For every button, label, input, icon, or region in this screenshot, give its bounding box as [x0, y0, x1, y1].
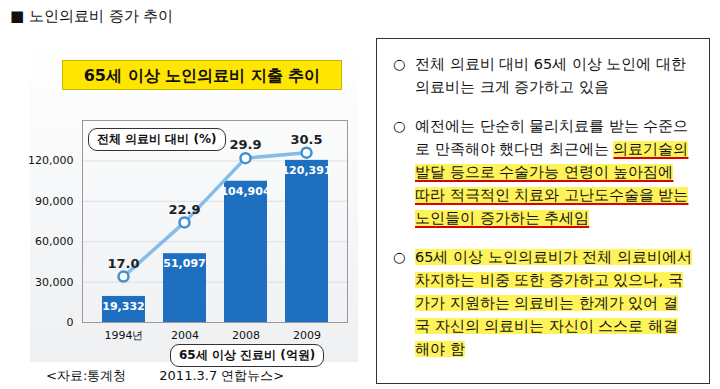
svg-text:60,000: 60,000 [35, 235, 74, 248]
svg-text:120,391: 120,391 [281, 164, 331, 177]
svg-text:2009: 2009 [293, 329, 321, 342]
svg-text:17.0: 17.0 [107, 256, 139, 271]
svg-text:90,000: 90,000 [35, 195, 74, 208]
html-text:예전에는 단순히 물리치료를 받는 수준으로 만족해야 했다: 예전에는 단순히 물리치료를 받는 수준으로 만족해야 했다면 최근에는의료기술… [415, 118, 689, 226]
html-text:전체 의료비 대비 65세 이상 노인에 대한 의료비는 크: 전체 의료비 대비 65세 이상 노인에 대한 의료비는 크게 증가하고 있음 [415, 56, 687, 95]
html-text:<자료:통계청 2011.3.7 연합뉴스>: <자료:통계청 2011.3.7 연합뉴스> [46, 368, 285, 383]
svg-text:2008: 2008 [232, 329, 260, 342]
svg-text:104,904: 104,904 [220, 185, 270, 198]
svg-text:2004: 2004 [171, 329, 199, 342]
html-text:■ 노인의료비 증가 추이: ■ 노인의료비 증가 추이 [10, 7, 174, 25]
svg-text:19,332: 19,332 [102, 300, 144, 313]
svg-text:30,000: 30,000 [35, 276, 74, 289]
svg-text:51,097: 51,097 [163, 257, 205, 270]
html-text:65세 이상 진료비 (억원): 65세 이상 진료비 (억원) [179, 348, 316, 362]
svg-text:1994년: 1994년 [105, 329, 144, 342]
svg-text:29.9: 29.9 [229, 137, 261, 152]
html-text:65세 이상 노인의료비가 전체 의료비에서 차지하는 비중: 65세 이상 노인의료비가 전체 의료비에서 차지하는 비중 또한 증가하고 있… [415, 249, 692, 357]
svg-text:30.5: 30.5 [290, 132, 322, 147]
svg-text:22.9: 22.9 [168, 202, 200, 217]
html-text:65세 이상 노인의료비 지출 추이: 65세 이상 노인의료비 지출 추이 [83, 66, 321, 85]
svg-text:0: 0 [67, 316, 74, 329]
html-text:전체 의료비 대비 (%): 전체 의료비 대비 (%) [97, 132, 217, 146]
svg-text:120,000: 120,000 [28, 154, 74, 167]
